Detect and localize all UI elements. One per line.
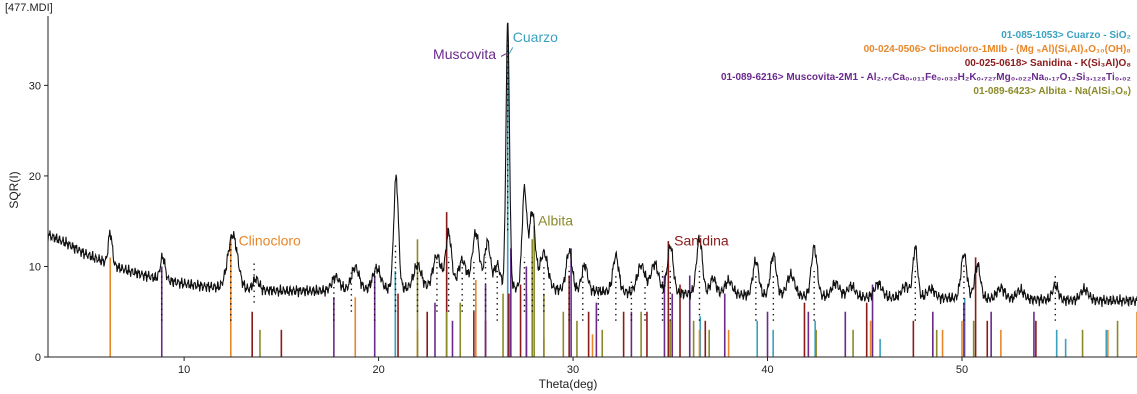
legend-entry-albita: 01-089-6423> Albita - Na(AlSi₃O₈) [973,86,1131,97]
x-tick-label: 10 [178,364,190,376]
stick-markers-layer [161,31,1057,321]
y-tick-label: 0 [35,352,41,364]
phase-label-clinocloro: Clinocloro [239,233,301,249]
leader-muscovita [500,53,507,57]
x-tick-label: 40 [761,364,773,376]
diffraction-pattern-line [47,22,1137,308]
x-tick-label: 50 [956,364,968,376]
phase-label-albita: Albita [538,213,573,229]
legend-entry-muscovita: 01-089-6216> Muscovita-2M1 - Al₂.₇₆Ca₀.₀… [721,72,1131,83]
phase-label-cuarzo: Cuarzo [513,29,558,45]
y-tick-label: 30 [29,80,41,92]
file-tag: [477.MDI] [5,2,53,14]
y-tick-label: 20 [29,171,41,183]
x-tick-label: 30 [567,364,579,376]
leader-cuarzo [508,47,514,54]
legend-entry-sanidina: 00-025-0618> Sanidina - K(Si₃Al)O₈ [965,58,1132,69]
legend: 01-085-1053> Cuarzo - SiO₂ 00-024-0506> C… [721,30,1131,97]
phase-label-muscovita: Muscovita [433,46,496,62]
x-axis-title: Theta(deg) [539,377,598,391]
legend-entry-clinocloro: 00-024-0506> Clinocloro-1MIIb - (Mg ₅Al)… [864,44,1132,55]
x-tick-label: 20 [372,364,384,376]
phase-label-sanidina: Sanidina [674,233,729,249]
axes-layer: 10 20 30 40 50 0 10 20 30 [29,16,1137,376]
y-axis-title: SQR(I) [7,171,21,208]
y-tick-label: 10 [29,261,41,273]
phase-labels-layer: Cuarzo Clinocloro Sanidina Muscovita Albita [239,29,729,249]
legend-entry-cuarzo: 01-085-1053> Cuarzo - SiO₂ [1001,30,1131,41]
